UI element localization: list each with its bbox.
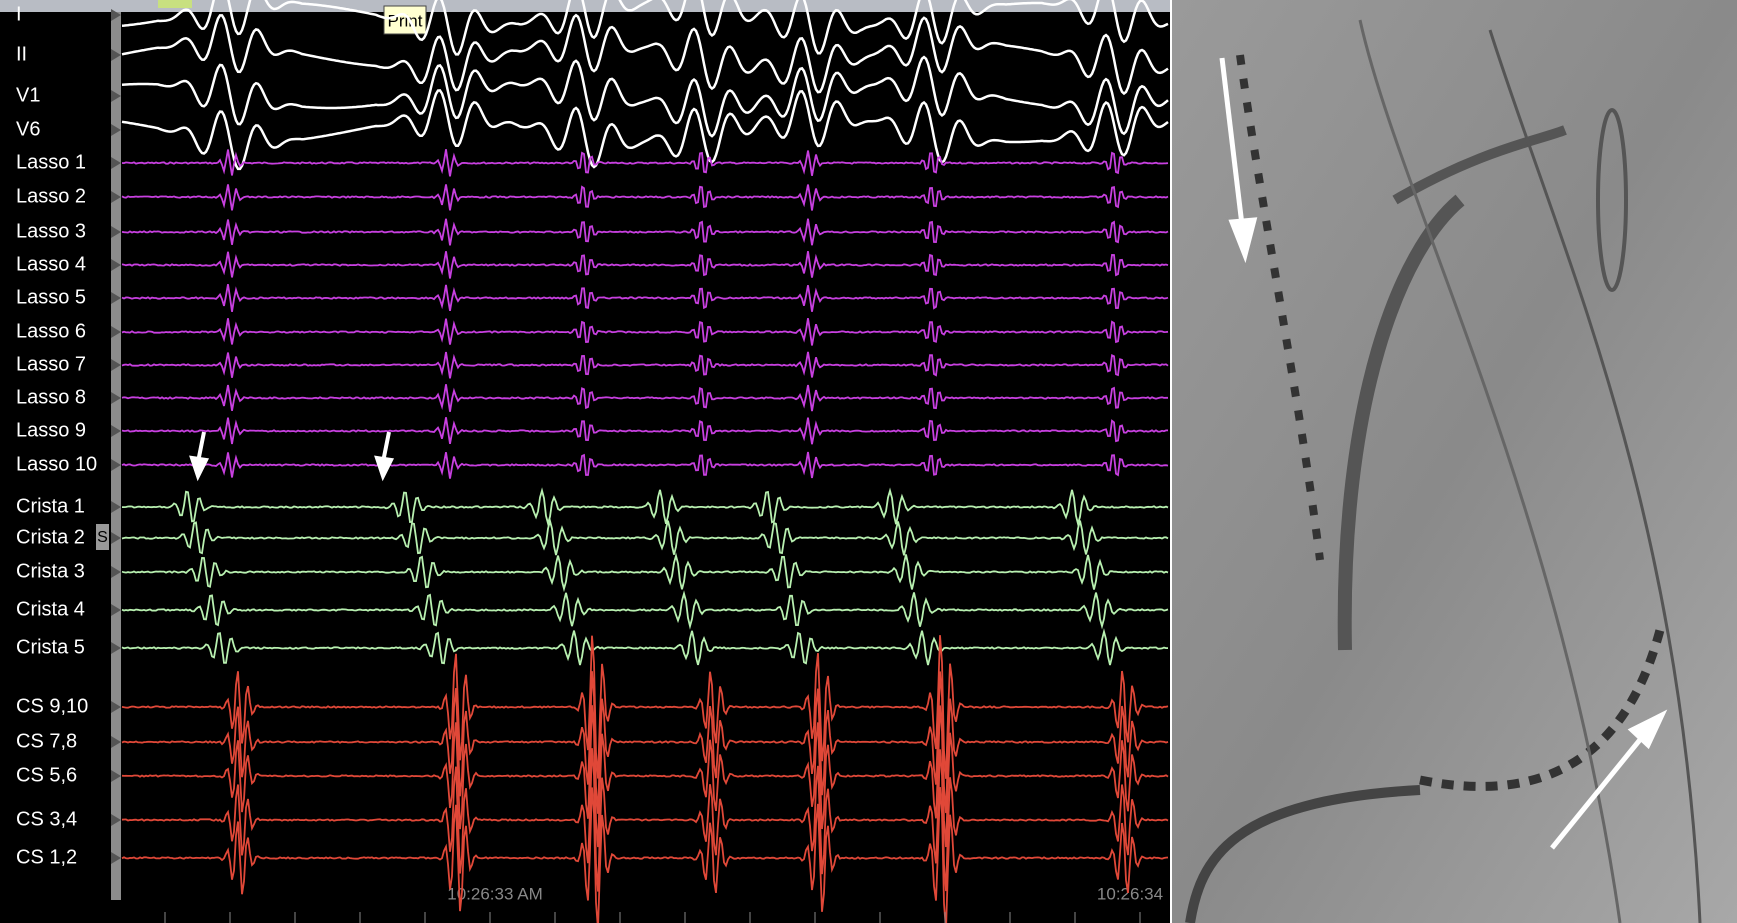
channel-label: II	[16, 43, 27, 65]
channel-label: CS 7,8	[16, 730, 77, 752]
channel-label: Lasso 9	[16, 419, 86, 441]
channel-label: CS 1,2	[16, 846, 77, 868]
channel-label: CS 5,6	[16, 764, 77, 786]
channel-label: Lasso 6	[16, 320, 86, 342]
channel-label: CS 9,10	[16, 695, 88, 717]
channel-label: Crista 5	[16, 636, 85, 658]
channel-label: Lasso 5	[16, 286, 86, 308]
channel-label: Lasso 4	[16, 253, 86, 275]
channel-divider	[111, 12, 121, 902]
channel-label: Crista 2	[16, 526, 85, 548]
channel-label: V1	[16, 84, 40, 106]
channel-label: Lasso 2	[16, 185, 86, 207]
toolbar-button[interactable]	[158, 0, 192, 8]
fluoroscopy-image	[1172, 0, 1737, 923]
channel-label: Lasso 1	[16, 151, 86, 173]
screenshot: Print S 10:26:33 AM 10:26:34 IIIV1V6Lass…	[0, 0, 1737, 923]
channel-label: Lasso 8	[16, 386, 86, 408]
channel-label: Lasso 10	[16, 453, 97, 475]
timestamp: 10:26:34	[1097, 884, 1163, 903]
channel-label: CS 3,4	[16, 808, 77, 830]
channel-label: Lasso 3	[16, 220, 86, 242]
channel-label: Crista 3	[16, 560, 85, 582]
marker: S	[97, 529, 108, 546]
channel-label: I	[16, 3, 22, 25]
channel-label: Crista 4	[16, 598, 85, 620]
channel-label: Lasso 7	[16, 353, 86, 375]
time-axis	[0, 900, 1170, 923]
channel-label: V6	[16, 118, 40, 140]
channel-label: Crista 1	[16, 495, 85, 517]
